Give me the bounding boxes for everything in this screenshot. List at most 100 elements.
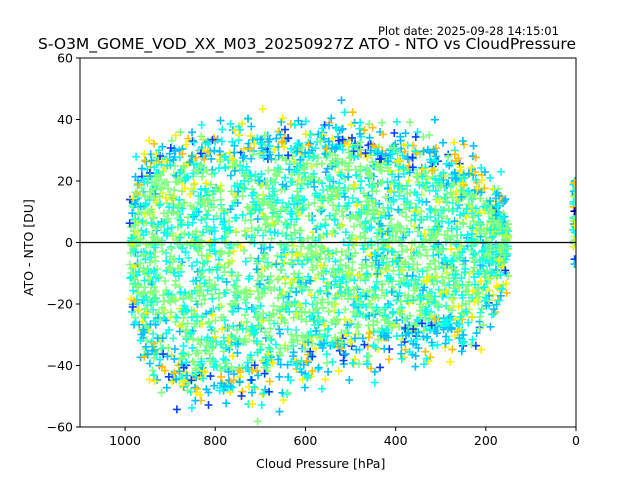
x-tick-label: 800 [203,433,227,448]
data-point [299,333,308,342]
data-point [224,336,233,344]
data-point [341,251,350,260]
data-point [181,332,190,341]
data-point [204,197,213,206]
data-point [476,312,485,321]
data-point [327,114,336,123]
data-point [365,311,374,320]
data-point [218,204,226,213]
data-point [403,245,411,254]
data-point [231,299,240,308]
data-point [421,347,430,356]
data-point [167,223,176,232]
data-point [248,135,257,144]
data-point [334,367,343,376]
data-point [387,247,396,256]
data-point [350,222,359,231]
data-point [160,218,169,227]
data-point [254,371,263,380]
data-point [275,372,284,381]
data-point [471,341,480,350]
data-point [261,251,269,259]
data-point [389,307,398,316]
data-point [345,269,354,278]
data-point [412,203,421,212]
data-point [261,226,270,235]
data-point [205,276,214,285]
data-point [244,274,253,283]
data-point [249,304,258,313]
data-point [372,187,381,195]
data-point [148,366,157,375]
data-point [267,234,276,243]
data-point [303,234,312,243]
data-point [328,230,337,239]
data-point [481,200,490,209]
data-point [319,303,327,312]
data-point [482,256,491,265]
data-point [252,265,261,274]
data-point [221,344,230,352]
data-point [367,223,376,232]
data-point [371,249,380,258]
data-point [220,263,229,272]
data-point [207,284,216,293]
data-point [359,228,368,237]
data-point [254,287,262,296]
data-point [468,191,477,200]
data-point [234,187,242,196]
data-point [374,326,383,335]
data-point [418,286,427,295]
data-point [164,265,173,274]
data-point [453,204,462,213]
data-point [496,271,505,280]
data-point [393,220,402,229]
data-point [205,246,214,255]
data-point [324,298,332,307]
data-point [450,217,459,226]
data-point [296,301,305,310]
data-point [175,233,184,242]
data-point [300,383,309,392]
data-point [128,209,137,218]
data-point [370,378,379,387]
data-point [344,172,353,181]
data-point [492,250,501,259]
data-point [197,231,206,240]
data-point [435,248,444,257]
data-point [377,239,386,248]
data-point [150,193,159,202]
y-tick-label: −60 [47,420,73,435]
data-point [292,309,301,318]
data-point [183,240,192,248]
data-point [391,320,400,329]
data-point [277,118,286,126]
data-point [469,217,478,226]
data-point [217,250,226,258]
data-point [171,232,180,241]
data-point [415,243,424,252]
data-point [348,133,356,142]
data-point [380,316,389,325]
data-point [179,295,188,304]
data-point [304,200,313,209]
data-point [219,333,228,342]
data-point [215,289,224,298]
data-point [197,299,206,308]
data-point [361,234,370,243]
data-point [259,231,268,240]
data-point [447,295,456,304]
data-point [374,261,383,270]
data-point [223,364,232,373]
data-point [225,345,234,354]
data-point [186,294,195,303]
data-point [295,170,304,179]
data-point [159,209,168,218]
data-point [339,189,348,198]
data-point [488,268,497,277]
data-point [281,274,290,283]
data-point [322,350,331,359]
data-point [193,267,202,276]
data-point [433,340,442,349]
data-point [377,213,385,222]
